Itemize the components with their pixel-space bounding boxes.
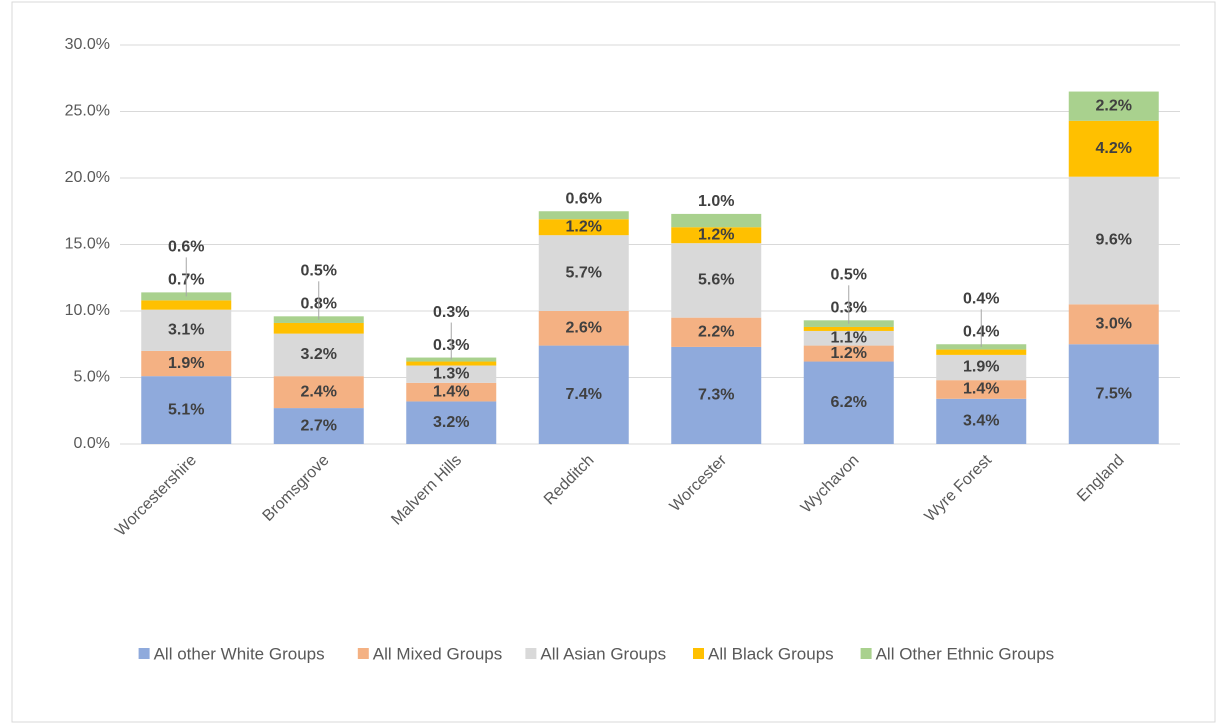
value-label: 0.5% (301, 263, 337, 280)
legend-label: All Black Groups (708, 644, 834, 663)
value-label: 1.1% (831, 329, 867, 346)
bar-segment (936, 398, 1027, 444)
legend-label: All Mixed Groups (373, 644, 502, 663)
value-label: 2.2% (1096, 97, 1132, 114)
value-label: 3.2% (301, 346, 337, 363)
bar-segment (671, 317, 762, 347)
bar-segment (671, 346, 762, 444)
value-label: 0.6% (168, 239, 204, 256)
bar-segment (1068, 344, 1159, 444)
bar-segment (141, 300, 232, 310)
value-label: 1.2% (566, 218, 602, 235)
bar-segment (273, 316, 364, 323)
value-label: 7.4% (566, 386, 602, 403)
value-label: 7.5% (1096, 385, 1132, 402)
bar-segment (936, 380, 1027, 399)
y-tick-label: 30.0% (65, 36, 110, 53)
value-label: 1.9% (168, 355, 204, 372)
bar-segment (671, 243, 762, 318)
value-label: 6.2% (831, 394, 867, 411)
value-label: 3.1% (168, 322, 204, 339)
legend-swatch (525, 648, 537, 659)
value-label: 9.6% (1096, 232, 1132, 249)
legend-label: All other White Groups (154, 644, 325, 663)
value-label: 2.7% (301, 417, 337, 434)
bar-segment (273, 322, 364, 334)
bar-segment (538, 311, 629, 346)
value-label: 1.2% (831, 345, 867, 362)
value-label: 3.2% (433, 414, 469, 431)
value-label: 1.9% (963, 359, 999, 376)
bar-segment (538, 211, 629, 220)
value-label: 1.4% (963, 381, 999, 398)
legend-swatch (860, 648, 872, 659)
value-label: 3.4% (963, 413, 999, 430)
bar-segment (803, 330, 894, 346)
bar-segment (406, 361, 497, 366)
value-label: 2.2% (698, 323, 734, 340)
y-tick-label: 0.0% (74, 435, 110, 452)
bar-segment (1068, 91, 1159, 121)
value-label: 5.1% (168, 401, 204, 418)
value-label: 2.4% (301, 383, 337, 400)
value-label: 2.6% (566, 320, 602, 337)
bar-segment (141, 350, 232, 377)
y-tick-label: 25.0% (65, 103, 110, 120)
bar-segment (538, 345, 629, 444)
bar-segment (538, 235, 629, 311)
value-label: 0.6% (566, 190, 602, 207)
legend-swatch (357, 648, 369, 659)
bar-segment (273, 408, 364, 444)
bar-segment (1068, 176, 1159, 305)
legend-label: All Asian Groups (540, 644, 666, 663)
value-label: 4.2% (1096, 140, 1132, 157)
y-tick-label: 10.0% (65, 302, 110, 319)
value-label: 0.3% (433, 304, 469, 321)
bar-segment (803, 345, 894, 362)
value-label: 1.3% (433, 365, 469, 382)
value-label: 1.4% (433, 383, 469, 400)
bar-segment (273, 376, 364, 409)
y-tick-label: 5.0% (74, 369, 110, 386)
bar-segment (273, 333, 364, 377)
y-tick-label: 20.0% (65, 169, 110, 186)
value-label: 0.5% (831, 267, 867, 284)
value-label: 5.7% (566, 264, 602, 281)
legend-swatch (693, 648, 704, 659)
bar-segment (406, 382, 497, 402)
bar-segment (141, 376, 232, 444)
bar-segment (936, 349, 1027, 355)
bar-segment (538, 219, 629, 236)
bar-segment (671, 227, 762, 244)
value-label: 1.0% (698, 193, 734, 210)
bar-segment (406, 365, 497, 383)
value-label: 5.6% (698, 272, 734, 289)
bar-segment (141, 309, 232, 351)
legend-label: All Other Ethnic Groups (876, 644, 1055, 663)
bar-segment (1068, 304, 1159, 345)
value-label: 0.4% (963, 290, 999, 307)
bar-segment (1068, 120, 1159, 177)
bar-segment (671, 213, 762, 228)
value-label: 7.3% (698, 387, 734, 404)
bar-segment (803, 326, 894, 331)
value-label: 1.2% (698, 226, 734, 243)
value-label: 3.0% (1096, 316, 1132, 333)
bar-segment (803, 361, 894, 444)
legend-swatch (138, 648, 150, 659)
y-tick-label: 15.0% (65, 236, 110, 253)
bar-segment (406, 401, 497, 444)
bar-segment (936, 354, 1027, 381)
